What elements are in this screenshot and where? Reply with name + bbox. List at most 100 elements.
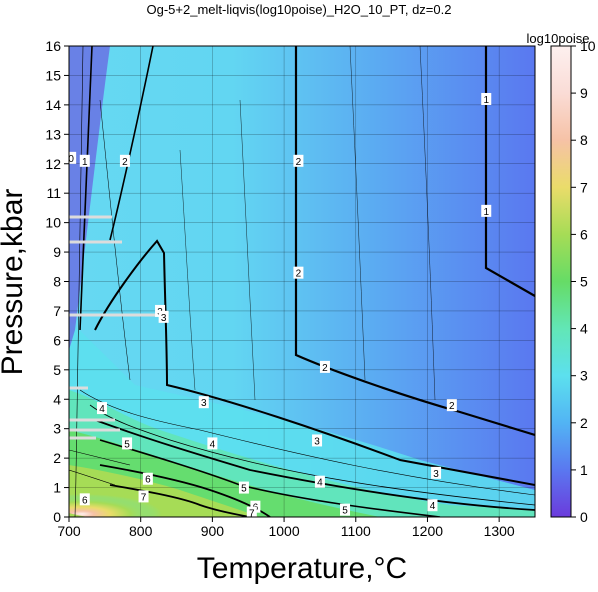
contour-line: [89, 404, 535, 506]
contour-label: 1: [481, 204, 492, 218]
artifact-bars: [69, 215, 160, 440]
contour-label-box: [340, 503, 351, 516]
contour-label-text: 5: [124, 439, 130, 450]
contour-label: 6: [79, 493, 90, 506]
contour-label: 2: [319, 360, 330, 374]
contour-line: [94, 239, 535, 486]
contour-label: 3: [158, 310, 169, 324]
contour-label-text: 2: [449, 401, 455, 412]
y-tick-label: 16: [45, 38, 61, 54]
contour-label: 7: [246, 506, 257, 517]
plot-area: 01222113322333444455566677: [68, 46, 535, 517]
contour-label-box: [312, 434, 323, 447]
contour-label-box: [142, 472, 153, 485]
x-axis: 700 800 900 1000 1100 1200 1300: [57, 517, 515, 539]
contour-label: 1: [481, 92, 492, 106]
y-axis-title: Pressure,kbar: [0, 189, 29, 376]
contour-line: [94, 419, 535, 511]
contour-line: [109, 484, 251, 517]
y-tick-label: 14: [45, 97, 61, 113]
y-tick-label: 9: [53, 244, 61, 260]
x-tick-label: 1300: [484, 523, 515, 539]
contour-label: 3: [198, 396, 209, 409]
contour-label-text: 3: [314, 436, 320, 447]
contour-line: [79, 389, 535, 496]
y-tick-label: 5: [53, 362, 61, 378]
contour-label-text: 4: [430, 501, 436, 512]
contour-label: 2: [119, 154, 130, 168]
contour-label-box: [79, 493, 90, 506]
contour-line: [69, 449, 131, 466]
contour-label-text: 6: [145, 475, 151, 486]
y-tick-label: 4: [53, 391, 61, 407]
contour-label: 4: [314, 475, 325, 489]
contour-labels: 01222113322333444455566677: [68, 92, 492, 517]
contour-label-text: 4: [317, 478, 323, 489]
contour-label: 6: [142, 472, 153, 486]
contour-label-text: 5: [342, 506, 348, 517]
contour-label: 3: [431, 466, 442, 480]
x-tick-label: 900: [201, 523, 225, 539]
contour-line: [79, 46, 93, 331]
contour-label-text: 2: [296, 157, 302, 168]
contour-line: [179, 149, 196, 391]
contour-line: [109, 46, 154, 241]
contour-label-box: [319, 360, 330, 373]
contour-label-text: 2: [322, 363, 328, 374]
contour-label-box: [293, 154, 304, 167]
contour-label-text: 0: [68, 154, 74, 165]
contour-label-box: [79, 154, 90, 167]
y-tick-label: 0: [53, 509, 61, 525]
contour-label-box: [481, 92, 492, 105]
contour-label-text: 1: [82, 157, 88, 168]
contour-label-box: [246, 506, 257, 517]
y-tick-label: 6: [53, 332, 61, 348]
contour-label-box: [69, 151, 77, 164]
contour-label-box: [119, 154, 130, 167]
contour-label-text: 1: [483, 207, 489, 218]
colorbar-tick-label: 1: [580, 462, 588, 478]
colorbar-tick-label: 7: [580, 179, 588, 195]
contour-label-box: [446, 399, 457, 412]
contour-label: 2: [446, 399, 457, 412]
contour-line: [484, 46, 535, 297]
contour-label-box: [158, 310, 169, 323]
colorbar-tick-label: 3: [580, 368, 588, 384]
contour-label: 5: [340, 503, 351, 517]
contour-label: 5: [238, 481, 249, 495]
colorbar-tick-label: 10: [580, 38, 596, 54]
contour-label: 0: [68, 151, 77, 165]
contour-label: 1: [79, 154, 90, 168]
contour-label-text: 1: [483, 95, 489, 106]
colorbar-tick-label: 2: [580, 415, 588, 431]
contour-label-box: [481, 204, 492, 217]
contour-line: [69, 469, 116, 486]
contour-label-text: 7: [141, 492, 147, 503]
x-tick-label: 1000: [268, 523, 299, 539]
contour-label-box: [293, 266, 304, 279]
contour-label-box: [198, 396, 209, 409]
contour-label-text: 4: [210, 439, 216, 450]
contour-label-box: [238, 481, 249, 494]
x-tick-label: 800: [129, 523, 153, 539]
colorbar-title: log10poise: [527, 31, 590, 46]
contour-label-box: [96, 402, 107, 415]
chart-title: Og-5+2_melt-liqvis(log10poise)_H2O_10_PT…: [147, 2, 452, 17]
contour-label-text: 6: [82, 495, 88, 506]
y-tick-label: 13: [45, 126, 61, 142]
x-axis-title: Temperature,°C: [197, 552, 407, 585]
y-tick-label: 11: [46, 185, 61, 201]
contour-label: 4: [427, 499, 438, 512]
contour-label: 2: [293, 266, 304, 280]
contour-label: 4: [96, 402, 107, 415]
contour-label-box: [427, 499, 438, 512]
y-tick-label: 10: [45, 215, 61, 231]
y-tick-label: 8: [53, 274, 61, 290]
contour-label: 3: [312, 434, 323, 447]
x-tick-label: 700: [57, 523, 81, 539]
contour-label-text: 4: [99, 404, 105, 415]
contour-label: 5: [122, 437, 133, 450]
y-tick-label: 15: [45, 67, 61, 83]
